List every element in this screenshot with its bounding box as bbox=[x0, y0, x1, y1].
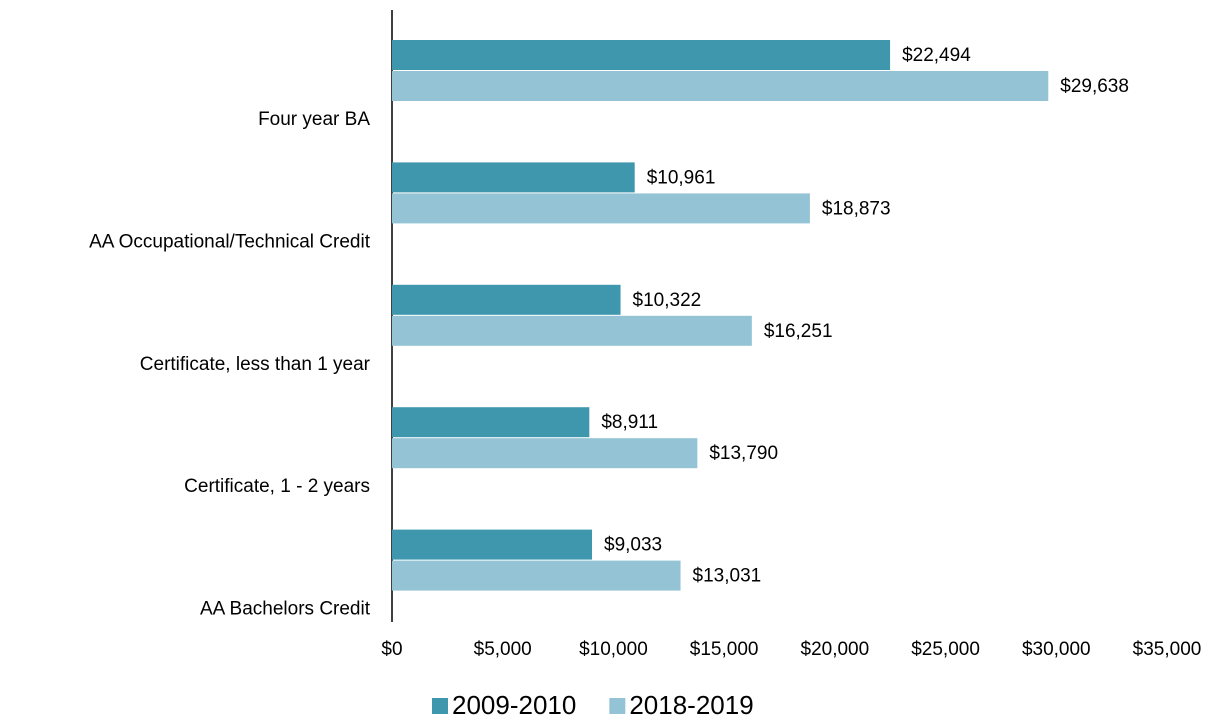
bar bbox=[392, 529, 593, 560]
bar bbox=[392, 284, 621, 315]
x-tick-label: $25,000 bbox=[911, 639, 980, 660]
x-tick-label: $10,000 bbox=[579, 639, 648, 660]
value-label: $9,033 bbox=[604, 535, 662, 556]
bar bbox=[392, 71, 1049, 101]
bar bbox=[392, 193, 810, 224]
legend-swatch bbox=[609, 698, 626, 714]
bar bbox=[392, 40, 891, 70]
bar bbox=[392, 560, 681, 591]
legend: 2009-2010 2018-2019 bbox=[432, 690, 754, 720]
bar bbox=[392, 315, 752, 346]
x-tick-label: $5,000 bbox=[474, 639, 532, 660]
bar bbox=[392, 407, 590, 438]
value-label: $16,251 bbox=[764, 321, 833, 342]
value-label: $13,031 bbox=[693, 566, 762, 587]
legend-label: 2018-2019 bbox=[629, 690, 753, 720]
y-tick-label: AA Bachelors Credit bbox=[200, 599, 371, 620]
value-label: $10,961 bbox=[647, 167, 716, 188]
bar bbox=[392, 162, 635, 193]
x-tick-label: $35,000 bbox=[1133, 639, 1202, 660]
legend-label: 2009-2010 bbox=[452, 690, 576, 720]
y-tick-label: Four year BA bbox=[258, 109, 370, 130]
legend-swatch bbox=[432, 698, 448, 714]
value-label: $10,322 bbox=[633, 290, 702, 311]
value-label: $22,494 bbox=[902, 45, 971, 66]
value-label: $18,873 bbox=[822, 198, 891, 219]
x-tick-label: $15,000 bbox=[690, 639, 759, 660]
x-tick-label: $0 bbox=[381, 639, 402, 660]
y-tick-label: Certificate, 1 - 2 years bbox=[184, 476, 370, 497]
y-tick-label: AA Occupational/Technical Credit bbox=[89, 231, 371, 252]
x-tick-label: $20,000 bbox=[801, 639, 870, 660]
x-tick-label: $30,000 bbox=[1022, 639, 1091, 660]
y-tick-label: Certificate, less than 1 year bbox=[140, 354, 371, 375]
value-label: $8,911 bbox=[601, 412, 658, 433]
value-label: $29,638 bbox=[1060, 76, 1129, 97]
value-label: $13,790 bbox=[709, 443, 778, 464]
bar bbox=[392, 438, 698, 469]
